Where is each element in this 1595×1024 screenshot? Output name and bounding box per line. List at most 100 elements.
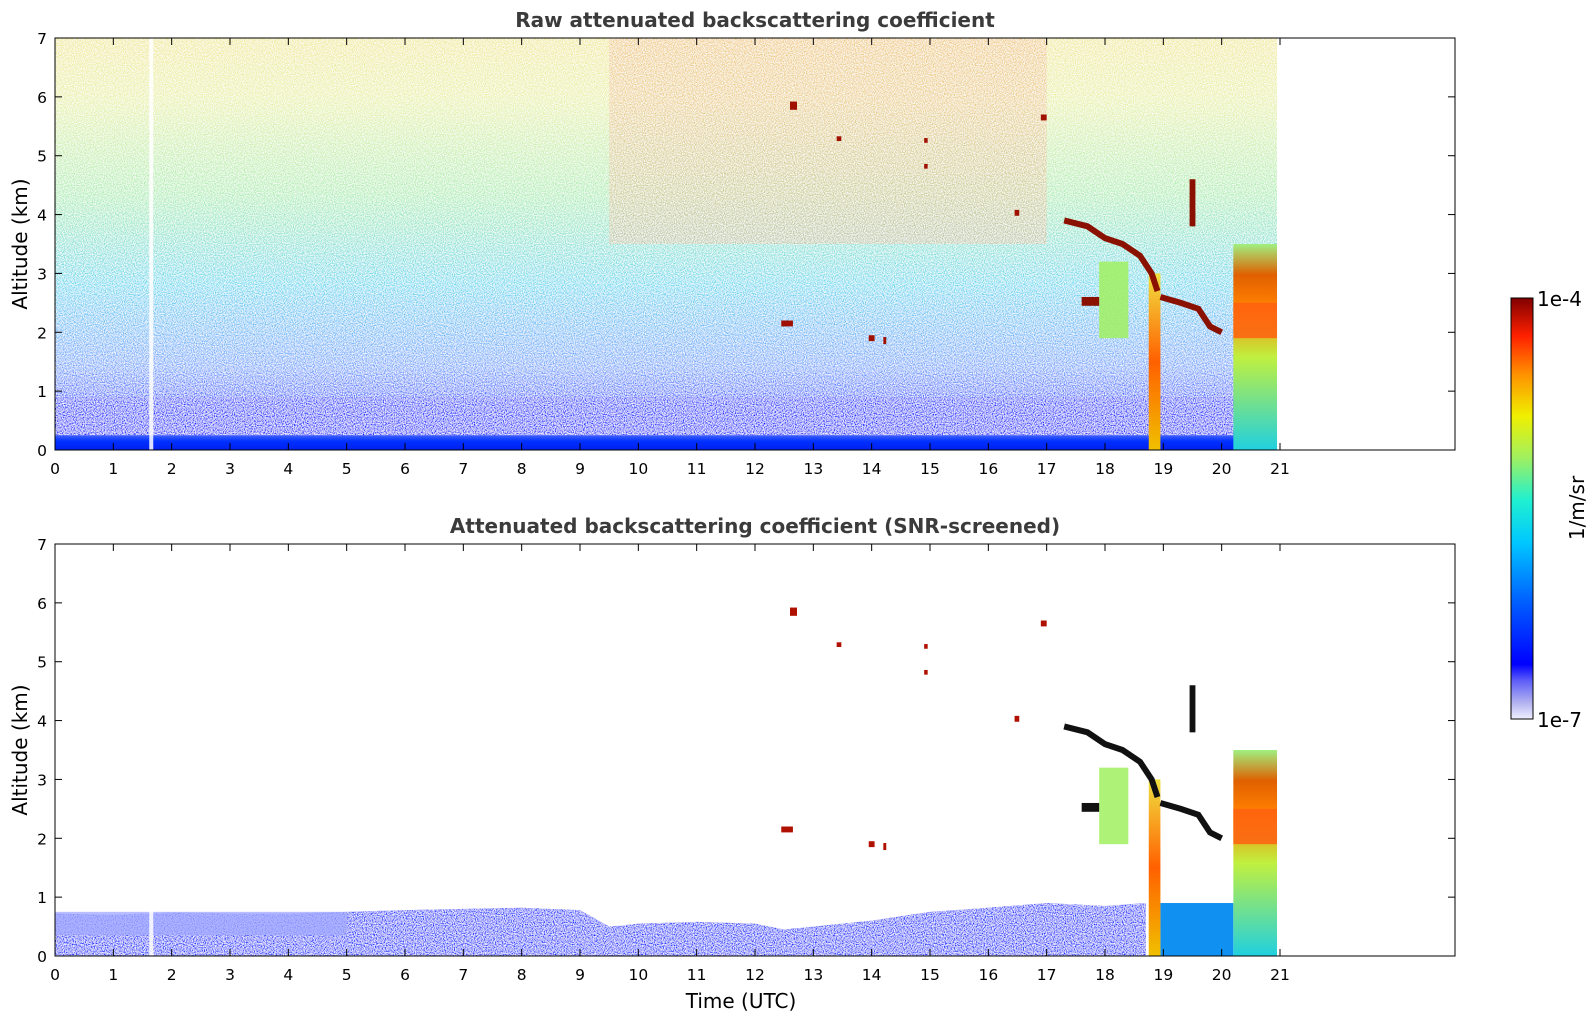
y-tick-label: 4 xyxy=(37,207,47,225)
y-tick-label: 7 xyxy=(37,536,47,554)
cloud-fragment xyxy=(1189,179,1196,227)
x-tick-label: 20 xyxy=(1212,966,1232,984)
cloud-patch xyxy=(1040,620,1047,627)
y-tick-label: 1 xyxy=(37,383,47,401)
panel-raw: Raw attenuated backscattering coefficien… xyxy=(8,8,1456,478)
heatmap-screened xyxy=(55,544,1455,956)
x-tick-label: 20 xyxy=(1212,460,1232,478)
cloud-patch xyxy=(883,842,887,851)
cloud-fragment xyxy=(1189,685,1196,733)
x-tick-label: 9 xyxy=(575,460,585,478)
colorbar-gradient xyxy=(1510,297,1534,720)
cloud-patch xyxy=(790,607,797,616)
cloud-fragment xyxy=(1081,802,1100,812)
x-tick-label: 18 xyxy=(1095,966,1115,984)
x-axis-label: Time (UTC) xyxy=(685,989,797,1013)
x-tick-label: 15 xyxy=(920,966,940,984)
cloud-patch xyxy=(781,826,793,833)
raw-upper-warm-region xyxy=(609,38,1047,244)
y-tick-label: 2 xyxy=(37,830,47,848)
x-tick-label: 10 xyxy=(628,460,648,478)
cloud-patch xyxy=(781,320,793,327)
x-ticks-screened: 0 1 2 3 4 5 6 7 8 9 10 11 12 13 14 15 16 17 18 19 20 21 xyxy=(50,544,1290,984)
x-ticks-raw: 0 1 2 3 4 5 6 7 8 9 10 11 12 13 14 15 16 17 18 19 20 21 xyxy=(50,38,1290,478)
screened-post-storm-layer xyxy=(1160,903,1234,956)
x-tick-label: 19 xyxy=(1153,966,1173,984)
heatmap-raw xyxy=(55,38,1455,450)
x-tick-label: 0 xyxy=(50,460,60,478)
cloud-fragment xyxy=(1081,296,1100,306)
y-tick-label: 7 xyxy=(37,30,47,48)
no-data-region xyxy=(1277,38,1455,450)
x-tick-label: 7 xyxy=(458,966,468,984)
rain-plume-core xyxy=(1233,808,1278,845)
x-tick-label: 17 xyxy=(1037,966,1057,984)
y-tick-label: 0 xyxy=(37,442,47,460)
x-tick-label: 4 xyxy=(283,966,293,984)
virga-streak xyxy=(1099,261,1129,339)
cloud-patch xyxy=(883,336,887,345)
panel-title-raw: Raw attenuated backscattering coefficien… xyxy=(515,8,995,32)
cloud-patch xyxy=(924,644,928,649)
x-tick-label: 4 xyxy=(283,460,293,478)
y-axis-label-screened: Altitude (km) xyxy=(8,684,32,815)
y-ticks-screened: 0 1 2 3 4 5 6 7 xyxy=(37,536,1455,966)
convective-column xyxy=(1148,273,1161,450)
x-tick-label: 19 xyxy=(1153,460,1173,478)
y-tick-label: 4 xyxy=(37,713,47,731)
colorbar-max-label: 1e-4 xyxy=(1537,287,1582,311)
rain-plume xyxy=(1233,244,1278,450)
y-ticks-raw: 0 1 2 3 4 5 6 7 xyxy=(37,30,1455,460)
raw-surface-layer xyxy=(55,435,1278,450)
x-tick-label: 6 xyxy=(400,460,410,478)
cloud-layer-descending xyxy=(1063,723,1161,799)
y-tick-label: 6 xyxy=(37,595,47,613)
no-data-region xyxy=(1277,544,1455,956)
y-tick-label: 3 xyxy=(37,265,47,283)
y-tick-label: 1 xyxy=(37,889,47,907)
y-tick-label: 6 xyxy=(37,89,47,107)
panel-screened: Attenuated backscattering coefficient (S… xyxy=(8,514,1456,1013)
x-tick-label: 9 xyxy=(575,966,585,984)
y-tick-label: 0 xyxy=(37,948,47,966)
x-tick-label: 14 xyxy=(862,966,882,984)
x-tick-label: 1 xyxy=(108,966,118,984)
y-tick-label: 2 xyxy=(37,324,47,342)
x-tick-label: 6 xyxy=(400,966,410,984)
cloud-patch xyxy=(868,335,875,342)
cloud-patch xyxy=(868,841,875,848)
cloud-layer-lower xyxy=(1159,294,1224,335)
x-tick-label: 5 xyxy=(342,460,352,478)
screened-faint-layer xyxy=(55,911,347,936)
data-gap xyxy=(149,38,154,450)
x-tick-label: 17 xyxy=(1037,460,1057,478)
cloud-patch xyxy=(1040,114,1047,121)
colorbar-min-label: 1e-7 xyxy=(1537,708,1582,732)
x-tick-label: 2 xyxy=(167,460,177,478)
x-tick-label: 5 xyxy=(342,966,352,984)
cloud-patch xyxy=(924,163,928,169)
x-tick-label: 0 xyxy=(50,966,60,984)
x-tick-label: 14 xyxy=(862,460,882,478)
x-tick-label: 1 xyxy=(108,460,118,478)
colorbar-units-label: 1/m/sr xyxy=(1565,475,1589,540)
x-tick-label: 13 xyxy=(803,966,823,984)
x-tick-label: 8 xyxy=(517,460,527,478)
colorbar: 1e-4 1e-7 1/m/sr xyxy=(1510,287,1589,732)
panel-title-screened: Attenuated backscattering coefficient (S… xyxy=(450,514,1060,538)
x-tick-label: 11 xyxy=(687,460,707,478)
x-tick-label: 8 xyxy=(517,966,527,984)
cloud-patch xyxy=(836,136,842,141)
x-tick-label: 11 xyxy=(687,966,707,984)
x-tick-label: 16 xyxy=(978,966,998,984)
rain-plume xyxy=(1233,750,1278,956)
y-tick-label: 5 xyxy=(37,654,47,672)
cloud-layer-descending xyxy=(1063,217,1161,293)
x-tick-label: 13 xyxy=(803,460,823,478)
cloud-patch xyxy=(924,138,928,143)
virga-streak xyxy=(1099,767,1129,845)
x-tick-label: 16 xyxy=(978,460,998,478)
data-gap xyxy=(149,544,154,956)
convective-column xyxy=(1148,779,1161,956)
